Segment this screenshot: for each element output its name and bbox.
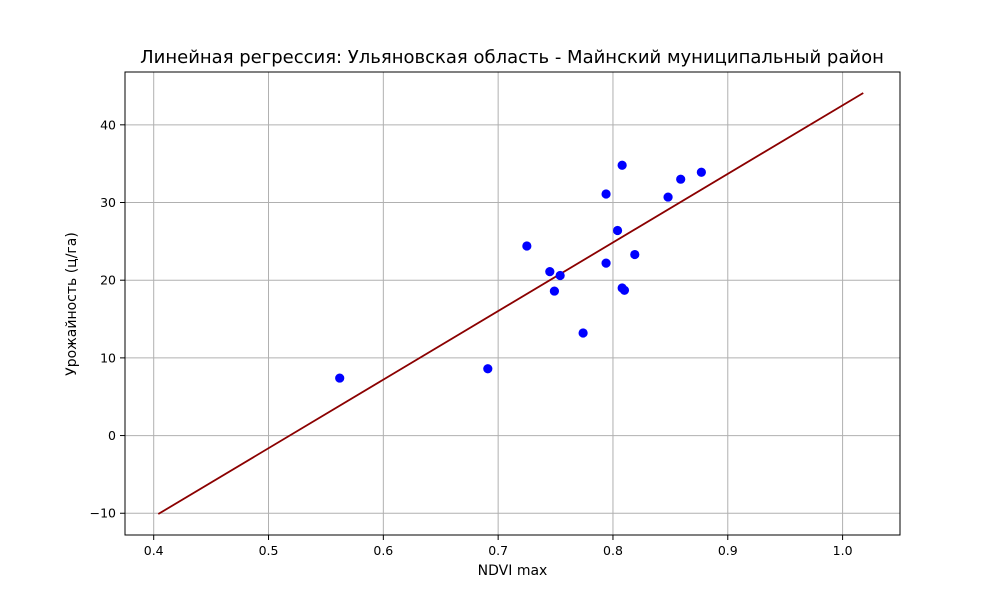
x-tick-label-4: 0.8 [603,543,623,558]
y-tick-label-3: 20 [100,273,116,288]
data-point-9 [612,225,623,236]
x-tick-label-2: 0.6 [373,543,393,558]
data-point-0 [335,373,345,383]
y-axis-ticks: −10 0 10 20 30 40 [90,117,125,521]
regression-line-layer [157,92,864,515]
data-point-8 [601,189,611,199]
data-point-10 [617,160,627,170]
x-axis-ticks: 0.4 0.5 0.6 0.7 0.8 0.9 1.0 [144,535,853,558]
data-point-12 [619,285,630,295]
y-tick-label-0: −10 [90,506,116,521]
data-point-3 [545,267,555,277]
x-tick-label-1: 0.5 [259,543,279,558]
regression-line [157,92,864,515]
data-point-13 [630,249,640,260]
data-point-7 [601,258,611,268]
y-tick-label-1: 0 [108,428,116,443]
y-tick-label-5: 40 [100,117,116,132]
y-tick-label-2: 10 [100,350,116,365]
chart-title: Линейная регрессия: Ульяновская область … [140,47,884,68]
data-point-5 [555,270,565,281]
grid [125,72,900,535]
data-points [335,160,706,383]
y-tick-label-4: 30 [100,195,116,210]
x-axis-label: NDVI max [478,563,548,579]
x-tick-label-0: 0.4 [144,543,164,558]
data-point-4 [549,286,560,296]
data-point-6 [578,328,588,338]
x-tick-label-6: 1.0 [833,543,853,558]
plot-area-frame [124,71,901,536]
x-tick-label-3: 0.7 [488,543,508,558]
x-tick-label-5: 0.9 [718,543,738,558]
data-point-14 [663,192,673,202]
data-point-15 [676,174,686,184]
data-point-1 [483,364,493,374]
y-axis-label: Урожайность (ц/га) [64,232,80,376]
data-point-16 [696,167,706,177]
data-point-2 [522,241,532,251]
